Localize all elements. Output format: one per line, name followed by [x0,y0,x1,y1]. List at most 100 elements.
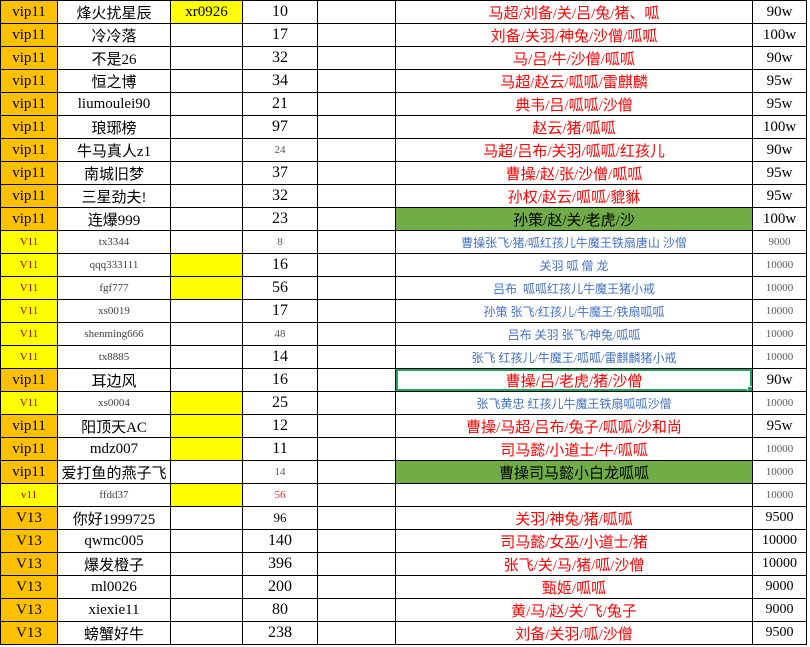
characters-cell[interactable]: 孙策 张飞/红孩儿/牛魔王/铁扇呱呱 [395,299,753,323]
count-cell[interactable]: 32 [242,46,318,70]
player-name-cell[interactable]: 连爆999 [57,207,171,231]
value-cell[interactable]: 95w [752,161,807,185]
player-name-cell[interactable]: 阳顶天AC [57,414,171,438]
vip-level-cell[interactable]: vip11 [0,92,58,116]
characters-cell[interactable]: 马超/赵云/呱呱/雷麒麟 [395,69,753,93]
player-name-cell[interactable]: qqq333111 [57,253,171,277]
value-cell[interactable]: 95w [752,92,807,116]
vip-level-cell[interactable]: vip11 [0,414,58,438]
characters-cell[interactable]: 司马懿/女巫/小道士/猪 [395,529,753,553]
value-cell[interactable]: 10000 [752,437,807,461]
code-cell[interactable] [170,437,243,461]
count-cell[interactable]: 56 [242,276,318,300]
characters-cell[interactable]: 吕布 关羽 张飞/神兔/呱呱 [395,322,753,346]
player-name-cell[interactable]: ml0026 [57,575,171,599]
code-cell[interactable] [170,230,243,254]
vip-level-cell[interactable]: V11 [0,276,58,300]
code-cell[interactable] [170,368,243,392]
player-name-cell[interactable]: qwmc005 [57,529,171,553]
player-name-cell[interactable]: 琅琊榜 [57,115,171,139]
count-cell[interactable]: 140 [242,529,318,553]
count-cell[interactable]: 16 [242,368,318,392]
code-cell[interactable] [170,299,243,323]
empty-cell[interactable] [317,115,396,139]
code-cell[interactable] [170,575,243,599]
vip-level-cell[interactable]: V11 [0,345,58,369]
count-cell[interactable]: 25 [242,391,318,415]
code-cell[interactable] [170,506,243,530]
value-cell[interactable]: 90w [752,368,807,392]
count-cell[interactable]: 34 [242,69,318,93]
empty-cell[interactable] [317,299,396,323]
characters-cell[interactable]: 曹操司马懿小白龙呱呱 [395,460,753,484]
empty-cell[interactable] [317,276,396,300]
value-cell[interactable]: 10000 [752,299,807,323]
empty-cell[interactable] [317,598,396,622]
empty-cell[interactable] [317,322,396,346]
code-cell[interactable] [170,276,243,300]
empty-cell[interactable] [317,483,396,507]
value-cell[interactable]: 100w [752,207,807,231]
count-cell[interactable]: 96 [242,506,318,530]
vip-level-cell[interactable]: vip11 [0,207,58,231]
characters-cell[interactable]: 曹操张飞/猪/呱红孩儿牛魔王铁扇唐山 沙僧 [395,230,753,254]
characters-cell[interactable]: 孙策/赵/关/老虎/沙 [395,207,753,231]
characters-cell[interactable]: 曹操/吕/老虎/猪/沙僧 [395,368,753,392]
value-cell[interactable]: 9000 [752,598,807,622]
code-cell[interactable] [170,46,243,70]
value-cell[interactable]: 10000 [752,345,807,369]
value-cell[interactable]: 10000 [752,483,807,507]
count-cell[interactable]: 8 [242,230,318,254]
vip-level-cell[interactable]: V11 [0,299,58,323]
empty-cell[interactable] [317,253,396,277]
value-cell[interactable]: 10000 [752,253,807,277]
count-cell[interactable]: 37 [242,161,318,185]
vip-level-cell[interactable]: vip11 [0,368,58,392]
value-cell[interactable]: 90w [752,0,807,24]
player-name-cell[interactable]: xiexie11 [57,598,171,622]
value-cell[interactable]: 100w [752,23,807,47]
count-cell[interactable]: 396 [242,552,318,576]
count-cell[interactable]: 48 [242,322,318,346]
count-cell[interactable]: 238 [242,621,318,645]
characters-cell[interactable]: 司马懿/小道士/牛/呱呱 [395,437,753,461]
count-cell[interactable]: 200 [242,575,318,599]
value-cell[interactable]: 10000 [752,529,807,553]
count-cell[interactable]: 17 [242,23,318,47]
characters-cell[interactable]: 刘备/关羽/神兔/沙僧/呱呱 [395,23,753,47]
vip-level-cell[interactable]: V11 [0,322,58,346]
characters-cell[interactable]: 刘备/关羽/呱/沙僧 [395,621,753,645]
code-cell[interactable] [170,552,243,576]
value-cell[interactable]: 9000 [752,575,807,599]
value-cell[interactable]: 9500 [752,506,807,530]
characters-cell[interactable]: 关羽/神兔/猪/呱呱 [395,506,753,530]
empty-cell[interactable] [317,46,396,70]
code-cell[interactable] [170,69,243,93]
code-cell[interactable] [170,621,243,645]
value-cell[interactable]: 90w [752,138,807,162]
characters-cell[interactable]: 张飞/关/马/猪/呱/沙僧 [395,552,753,576]
empty-cell[interactable] [317,460,396,484]
characters-cell[interactable]: 马/吕/牛/沙僧/呱呱 [395,46,753,70]
player-name-cell[interactable]: 三星劲夫! [57,184,171,208]
value-cell[interactable]: 9500 [752,621,807,645]
empty-cell[interactable] [317,575,396,599]
vip-level-cell[interactable]: vip11 [0,23,58,47]
vip-level-cell[interactable]: V11 [0,391,58,415]
player-name-cell[interactable]: fgf777 [57,276,171,300]
player-name-cell[interactable]: tx3344 [57,230,171,254]
code-cell[interactable] [170,598,243,622]
vip-level-cell[interactable]: vip11 [0,437,58,461]
code-cell[interactable] [170,391,243,415]
vip-level-cell[interactable]: V13 [0,506,58,530]
empty-cell[interactable] [317,552,396,576]
vip-level-cell[interactable]: vip11 [0,138,58,162]
empty-cell[interactable] [317,391,396,415]
value-cell[interactable]: 10000 [752,391,807,415]
characters-cell[interactable]: 孙权/赵云/呱呱/貔貅 [395,184,753,208]
value-cell[interactable]: 10000 [752,276,807,300]
value-cell[interactable]: 90w [752,46,807,70]
empty-cell[interactable] [317,207,396,231]
player-name-cell[interactable]: 你好1999725 [57,506,171,530]
player-name-cell[interactable]: 螃蟹好牛 [57,621,171,645]
